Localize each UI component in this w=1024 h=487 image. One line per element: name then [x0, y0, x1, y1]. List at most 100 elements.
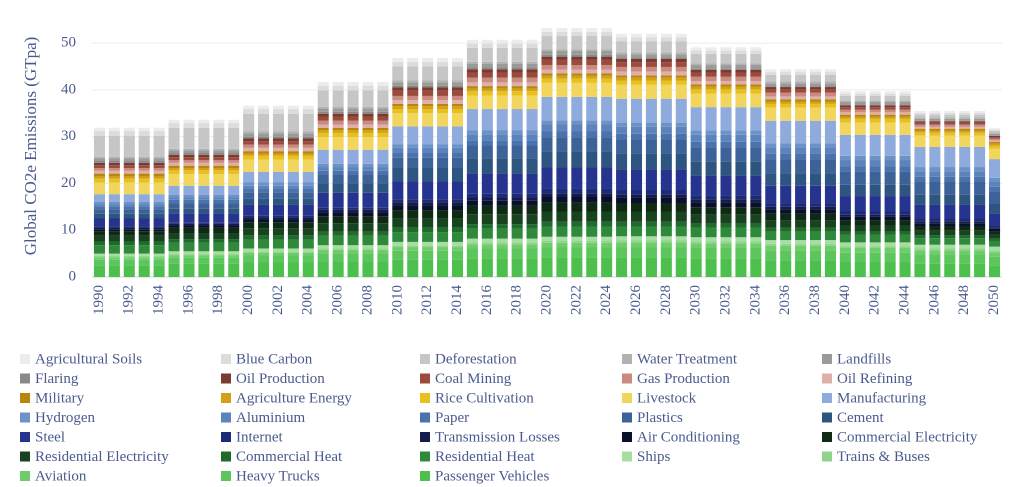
bar-segment	[168, 165, 180, 168]
bar-segment	[824, 89, 836, 93]
bar-segment	[780, 69, 792, 73]
bar-segment	[108, 178, 120, 183]
bar-segment	[437, 227, 449, 233]
bar-segment	[690, 258, 702, 277]
bar-segment	[586, 242, 598, 248]
bar-segment	[153, 257, 165, 260]
bar-segment	[959, 110, 971, 113]
bar-segment	[586, 188, 598, 194]
bar-segment	[899, 242, 911, 247]
bar-segment	[989, 133, 1001, 136]
bar-segment	[317, 90, 329, 107]
bar-segment	[437, 241, 449, 246]
bar-segment	[810, 203, 822, 207]
bar-segment	[690, 84, 702, 87]
bar-segment	[899, 109, 911, 113]
bar-segment	[586, 137, 598, 152]
bar-segment	[332, 223, 344, 232]
bar-segment	[720, 147, 732, 162]
bar-segment	[168, 255, 180, 258]
bar-segment	[989, 186, 1001, 192]
bar-segment	[735, 247, 747, 259]
bar-segment	[869, 107, 881, 110]
bar-segment	[675, 77, 687, 81]
bar-segment	[213, 123, 225, 128]
bar-segment	[302, 255, 314, 263]
bar-segment	[526, 242, 538, 245]
bar-segment	[989, 250, 1001, 253]
bar-segment	[347, 175, 359, 184]
bar-segment	[765, 203, 777, 207]
bar-segment	[243, 262, 255, 277]
bar-segment	[735, 175, 747, 196]
bar-segment	[959, 114, 971, 118]
bar-segment	[586, 28, 598, 32]
bar-segment	[362, 249, 374, 254]
bar-segment	[899, 246, 911, 248]
bar-segment	[556, 51, 568, 55]
bar-segment	[959, 194, 971, 205]
bar-segment	[407, 82, 419, 86]
bar-segment	[332, 149, 344, 164]
bar-segment	[929, 171, 941, 177]
bar-segment	[243, 228, 255, 236]
bar-segment	[884, 112, 896, 115]
bar-segment	[437, 153, 449, 158]
bar-segment	[153, 160, 165, 163]
x-tick-label: 2042	[867, 285, 883, 315]
bar-segment	[810, 120, 822, 144]
bar-segment	[645, 169, 657, 190]
bar-segment	[302, 192, 314, 199]
bar-segment	[705, 93, 717, 108]
bar-segment	[228, 257, 240, 264]
x-tick-label: 2036	[777, 285, 793, 316]
bar-segment	[526, 200, 538, 206]
bar-segment	[377, 175, 389, 184]
bar-segment	[795, 83, 807, 87]
bar-segment	[765, 83, 777, 87]
bar-segment	[108, 162, 120, 166]
bar-segment	[645, 194, 657, 198]
bar-segment	[839, 184, 851, 197]
bar-segment	[824, 159, 836, 174]
bar-segment	[317, 253, 329, 262]
bar-segment	[168, 167, 180, 171]
bar-segment	[899, 100, 911, 103]
bar-segment	[690, 202, 702, 208]
bar-segment	[869, 246, 881, 248]
bar-segment	[332, 253, 344, 262]
bar-segment	[795, 227, 807, 232]
bar-segment	[959, 128, 971, 131]
bar-segment	[466, 248, 478, 259]
bar-segment	[705, 134, 717, 142]
bar-segment	[332, 209, 344, 213]
bar-segment	[780, 96, 792, 100]
bar-segment	[780, 213, 792, 221]
bar-segment	[362, 207, 374, 210]
bar-segment	[750, 207, 762, 215]
bar-segment	[616, 240, 628, 243]
bar-segment	[541, 31, 553, 37]
bar-segment	[899, 95, 911, 101]
bar-segment	[511, 72, 523, 78]
bar-segment	[258, 188, 270, 193]
bar-segment	[914, 121, 926, 123]
bar-segment	[795, 209, 807, 214]
bar-segment	[407, 100, 419, 104]
bar-segment	[556, 193, 568, 197]
bar-segment	[511, 205, 523, 215]
bar-segment	[914, 171, 926, 177]
bar-segment	[511, 67, 523, 70]
bar-segment	[869, 134, 881, 156]
bar-segment	[869, 93, 881, 96]
bar-segment	[795, 103, 807, 108]
bar-segment	[914, 126, 926, 129]
bar-segment	[93, 227, 105, 230]
bar-segment	[884, 93, 896, 96]
bar-segment	[272, 153, 284, 156]
bar-segment	[526, 88, 538, 92]
bar-segment	[541, 78, 553, 83]
bar-segment	[914, 255, 926, 264]
bar-segment	[765, 103, 777, 108]
bar-segment	[123, 229, 135, 232]
